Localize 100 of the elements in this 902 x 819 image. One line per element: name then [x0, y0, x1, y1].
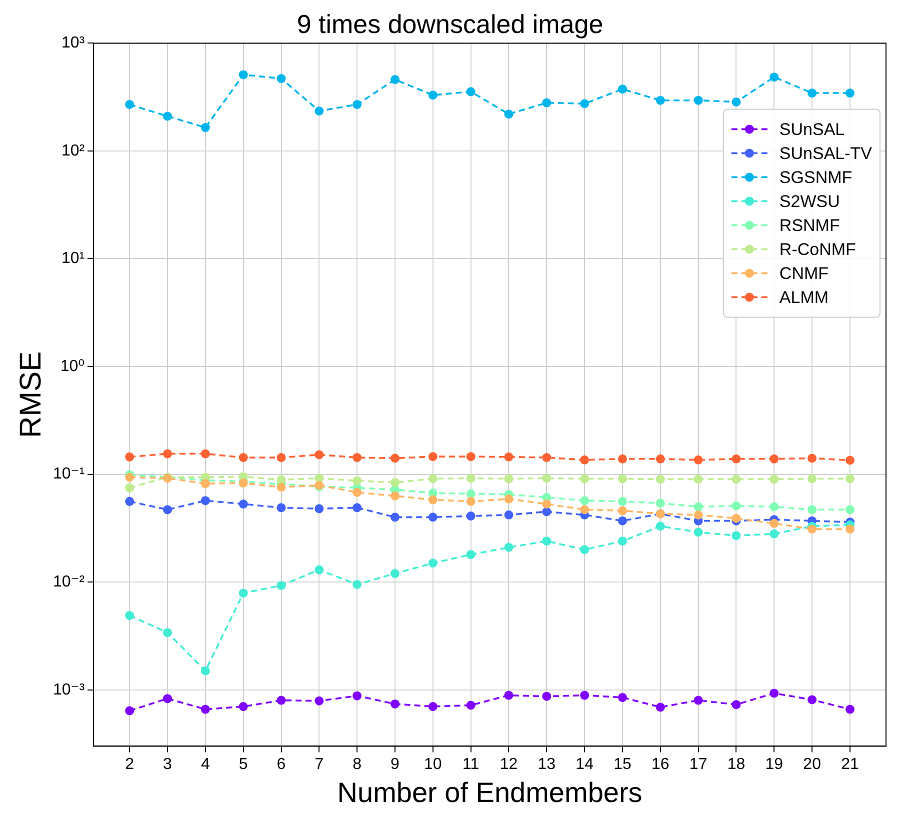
point — [618, 692, 627, 702]
point — [542, 536, 552, 546]
legend-label: SUnSAL — [779, 120, 845, 139]
point — [466, 512, 476, 521]
point — [352, 691, 362, 700]
point — [504, 494, 514, 504]
point — [580, 505, 590, 514]
x-tick-label: 6 — [276, 756, 286, 774]
point — [428, 495, 438, 504]
point — [314, 565, 324, 574]
x-tick-label: 5 — [238, 756, 248, 774]
point — [808, 505, 817, 514]
point — [656, 702, 665, 712]
point — [732, 474, 741, 484]
point — [428, 558, 438, 568]
y-tick-label: 10² — [61, 142, 86, 160]
point — [845, 524, 854, 534]
point — [163, 628, 172, 638]
point — [656, 96, 665, 105]
point — [580, 99, 590, 108]
point — [504, 690, 514, 700]
point — [770, 474, 779, 484]
chart-title: 9 times downscaled image — [296, 8, 604, 39]
point — [656, 474, 665, 484]
legend-label: R-CoNMF — [779, 240, 856, 259]
legend-label: SUnSAL-TV — [779, 144, 873, 163]
point — [125, 452, 134, 462]
point — [580, 690, 590, 700]
point — [352, 100, 362, 109]
point — [580, 455, 590, 464]
point — [352, 476, 362, 486]
y-tick-label: 10⁻³ — [52, 681, 86, 698]
point — [504, 474, 514, 484]
x-tick-label: 14 — [576, 756, 594, 774]
y-tick-label: 10⁻² — [52, 573, 86, 590]
point — [694, 528, 703, 537]
point — [618, 506, 627, 516]
point — [352, 503, 362, 512]
point — [125, 610, 134, 620]
point — [580, 545, 590, 554]
point — [390, 699, 400, 708]
point — [352, 453, 362, 462]
point — [542, 453, 552, 462]
point — [466, 700, 476, 710]
point — [694, 510, 703, 520]
x-tick-label: 11 — [462, 756, 480, 774]
y-tick-label: 10⁻¹ — [52, 466, 85, 483]
x-axis-title: Number of Endmembers — [337, 776, 642, 808]
point — [770, 72, 779, 82]
point — [352, 580, 362, 589]
point — [808, 695, 817, 704]
point — [314, 450, 324, 460]
point — [580, 496, 590, 506]
point — [808, 88, 817, 98]
point — [314, 696, 324, 706]
point — [163, 694, 172, 704]
x-tick-label: 16 — [652, 756, 670, 774]
point — [390, 491, 400, 500]
point — [618, 454, 627, 464]
point — [200, 479, 210, 488]
point — [732, 501, 741, 510]
point — [770, 454, 779, 464]
point — [428, 702, 438, 712]
x-tick-label: 17 — [689, 756, 708, 774]
x-tick-label: 10 — [424, 756, 442, 774]
point — [656, 522, 665, 531]
point — [770, 502, 779, 512]
x-tick-label: 9 — [390, 756, 400, 774]
point — [466, 452, 476, 462]
point — [770, 529, 779, 538]
point — [542, 507, 552, 516]
point — [428, 474, 438, 484]
point — [428, 90, 438, 100]
point — [542, 474, 552, 483]
point — [618, 84, 627, 94]
point — [314, 106, 324, 116]
x-tick-label: 3 — [163, 756, 172, 774]
x-tick-label: 18 — [727, 756, 746, 774]
point — [428, 512, 438, 522]
point — [466, 550, 476, 560]
point — [504, 110, 514, 119]
point — [656, 498, 665, 508]
x-tick-label: 15 — [614, 756, 632, 774]
point — [390, 454, 400, 463]
point — [238, 500, 248, 509]
legend-label: SGSNMF — [779, 168, 852, 187]
legend-label: CNMF — [779, 264, 829, 283]
point — [125, 472, 134, 482]
point — [618, 474, 627, 484]
point — [466, 489, 476, 498]
y-tick-label: 10³ — [61, 34, 86, 52]
point — [656, 454, 665, 464]
point — [694, 474, 703, 484]
x-tick-label: 7 — [314, 756, 324, 774]
point — [466, 87, 476, 96]
point — [200, 496, 210, 506]
x-tick-label: 12 — [500, 756, 518, 774]
point — [125, 496, 134, 506]
y-axis-title: RMSE — [14, 351, 48, 438]
point — [390, 75, 400, 84]
